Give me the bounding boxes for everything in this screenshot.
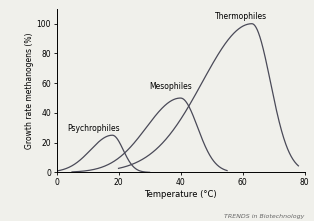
X-axis label: Temperature (°C): Temperature (°C) [144,190,217,199]
Text: TRENDS in Biotechnology: TRENDS in Biotechnology [224,214,305,219]
Text: Thermophiles: Thermophiles [215,12,267,21]
Y-axis label: Growth rate methanogens (%): Growth rate methanogens (%) [25,32,34,149]
Text: Psychrophiles: Psychrophiles [68,124,120,133]
Text: Mesophiles: Mesophiles [149,82,192,91]
